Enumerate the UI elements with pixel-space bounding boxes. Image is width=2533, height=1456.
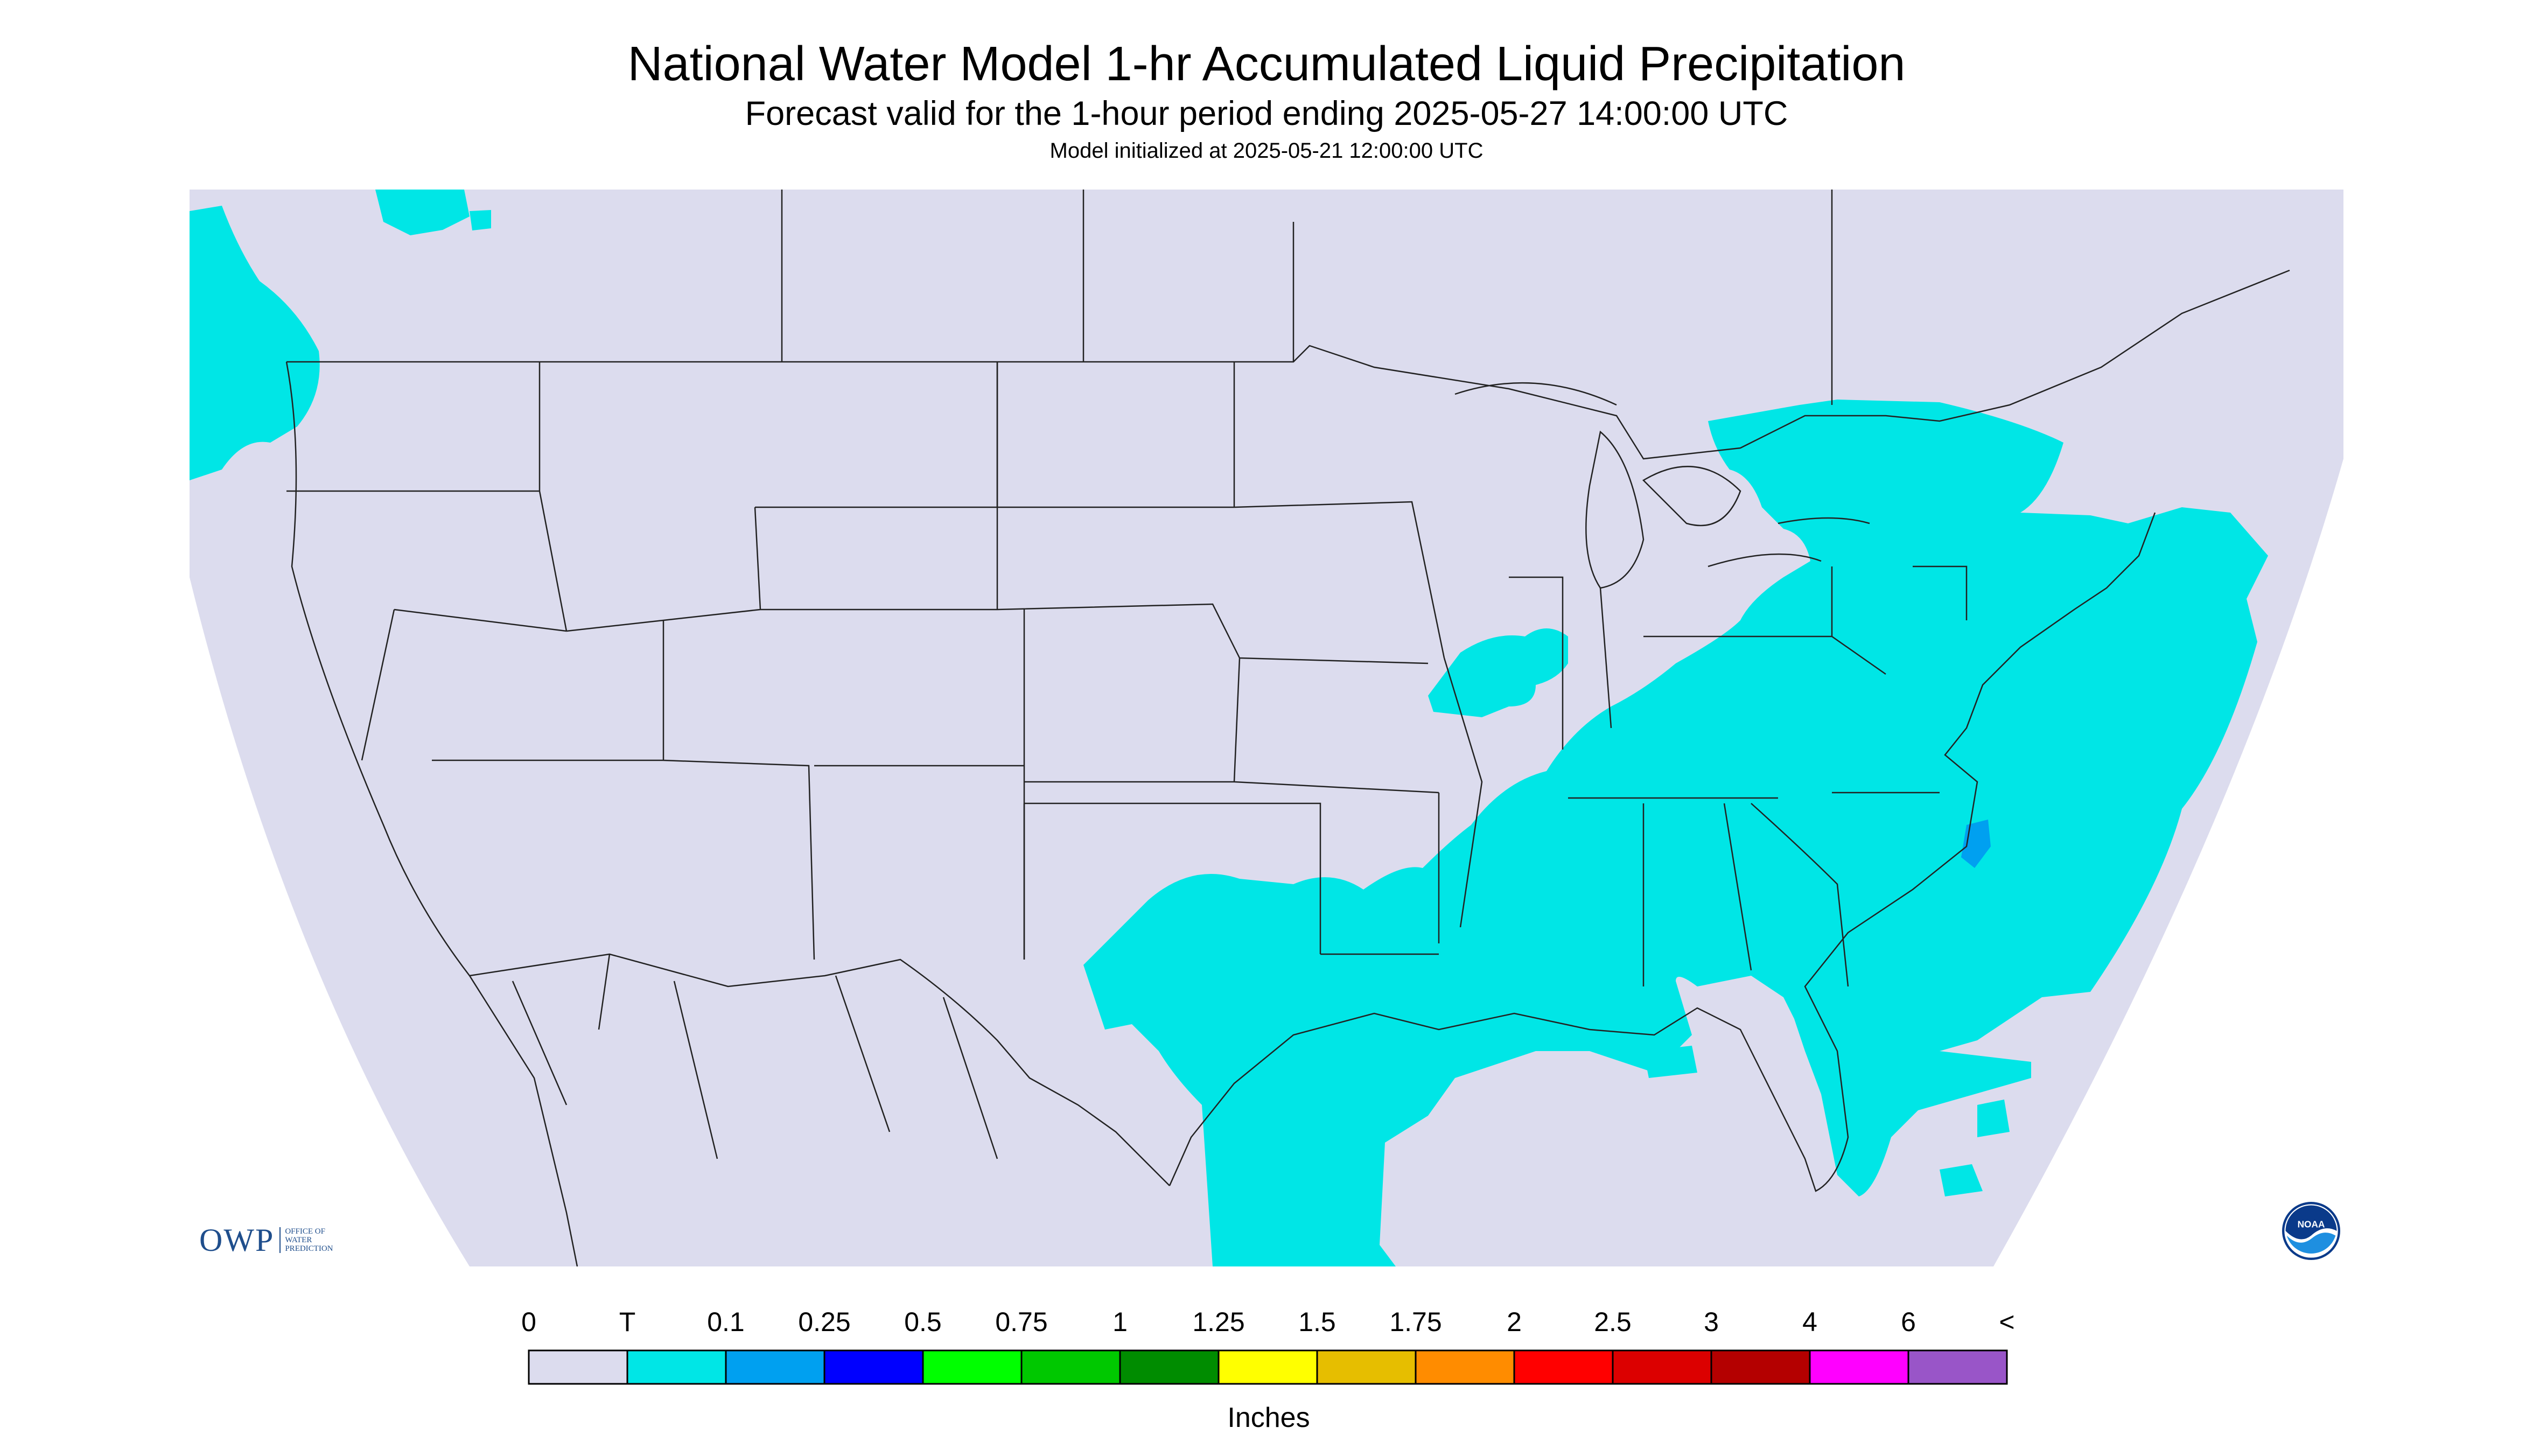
noaa-logo-top (2285, 1205, 2337, 1240)
legend-swatch (1612, 1349, 1712, 1385)
legend-swatch (1809, 1349, 1909, 1385)
owp-sub-line-3: PREDICTION (285, 1244, 333, 1253)
legend-swatch (1316, 1349, 1417, 1385)
legend-unit-label: Inches (1227, 1402, 1310, 1433)
great-lakes (1454, 382, 1870, 589)
legend-tick-label: 2 (1507, 1307, 1522, 1337)
legend-tick-label: 3 (1704, 1307, 1719, 1337)
legend-tick-label: 0.75 (995, 1307, 1047, 1337)
legend-tick-label: 0.5 (904, 1307, 942, 1337)
precip-area-gulf-cell-1 (1977, 1100, 2010, 1137)
legend: 0 T 0.1 0.25 0.5 0.75 1 1.25 1.5 1.75 2 2.5 3 4 6 < Inc… (521, 1307, 2015, 1433)
precip-trace-areas (190, 190, 2268, 1266)
owp-sub-line-2: WATER (285, 1236, 312, 1244)
owp-sub-line-1: OFFICE OF (285, 1227, 325, 1236)
legend-swatch (922, 1349, 1023, 1385)
legend-swatch (626, 1349, 727, 1385)
state-lines-central (996, 362, 1445, 960)
precipitation-map (190, 190, 2343, 1266)
legend-tick-label: 0.1 (707, 1307, 745, 1337)
canada-province-lines (781, 190, 1833, 405)
legend-tick-label: 4 (1802, 1307, 1817, 1337)
legend-tick-label: 0 (521, 1307, 536, 1337)
legend-swatch (1020, 1349, 1121, 1385)
legend-tick-label: 2.5 (1594, 1307, 1632, 1337)
legend-tick-label: T (619, 1307, 636, 1337)
legend-labels: 0 T 0.1 0.25 0.5 0.75 1 1.25 1.5 1.75 2 2.5 3 4 6 < (521, 1307, 2015, 1337)
state-lines-east (1443, 565, 1968, 987)
legend-swatch (1119, 1349, 1220, 1385)
owp-logo-subtext: OFFICE OF WATER PREDICTION (279, 1227, 333, 1253)
legend-swatch (1907, 1349, 2008, 1385)
precip-area-midwest (1428, 628, 1568, 717)
precip-area-pacific-nw (190, 206, 320, 480)
legend-swatch (725, 1349, 825, 1385)
noaa-logo-bottom (2286, 1233, 2336, 1254)
legend-swatch (1217, 1349, 1318, 1385)
legend-swatch (528, 1349, 628, 1385)
noaa-logo-text: NOAA (2298, 1219, 2325, 1230)
legend-swatch (823, 1349, 924, 1385)
legend-tick-label: < (1999, 1307, 2014, 1337)
legend-tick-label: 1.5 (1298, 1307, 1336, 1337)
map-title: National Water Model 1-hr Accumulated Li… (627, 37, 1906, 91)
legend-swatch (1415, 1349, 1515, 1385)
legend-swatch (1513, 1349, 1614, 1385)
map-subtitle: Forecast valid for the 1-hour period end… (745, 95, 1788, 132)
precip-area-bc-coast (375, 190, 470, 235)
legend-tick-label: 1 (1112, 1307, 1128, 1337)
legend-tick-label: 0.25 (798, 1307, 850, 1337)
us-mexico-border (469, 953, 1170, 1186)
noaa-logo: NOAA (2282, 1202, 2340, 1260)
legend-tick-label: 1.25 (1192, 1307, 1244, 1337)
legend-tick-label: 6 (1901, 1307, 1916, 1337)
us-canada-border (286, 269, 2290, 460)
legend-color-bar (528, 1349, 2008, 1385)
owp-logo-text: OWP (199, 1222, 275, 1258)
legend-swatch (1710, 1349, 1811, 1385)
mexico-interior-lines (512, 954, 998, 1159)
precip-area-bc-small (470, 210, 491, 230)
legend-tick-label: 1.75 (1389, 1307, 1442, 1337)
boundary-lines (285, 190, 2290, 1266)
precip-area-east (1083, 400, 2268, 1266)
model-init-text: Model initialized at 2025-05-21 12:00:00… (1049, 139, 1484, 163)
precip-area-gulf-cell-3 (1643, 1046, 1697, 1078)
precip-area-gulf-cell-2 (1940, 1164, 1983, 1196)
owp-logo: OWP OFFICE OF WATER PREDICTION (199, 1221, 333, 1259)
west-coast (285, 361, 578, 1266)
gulf-coast (1168, 512, 2156, 1192)
